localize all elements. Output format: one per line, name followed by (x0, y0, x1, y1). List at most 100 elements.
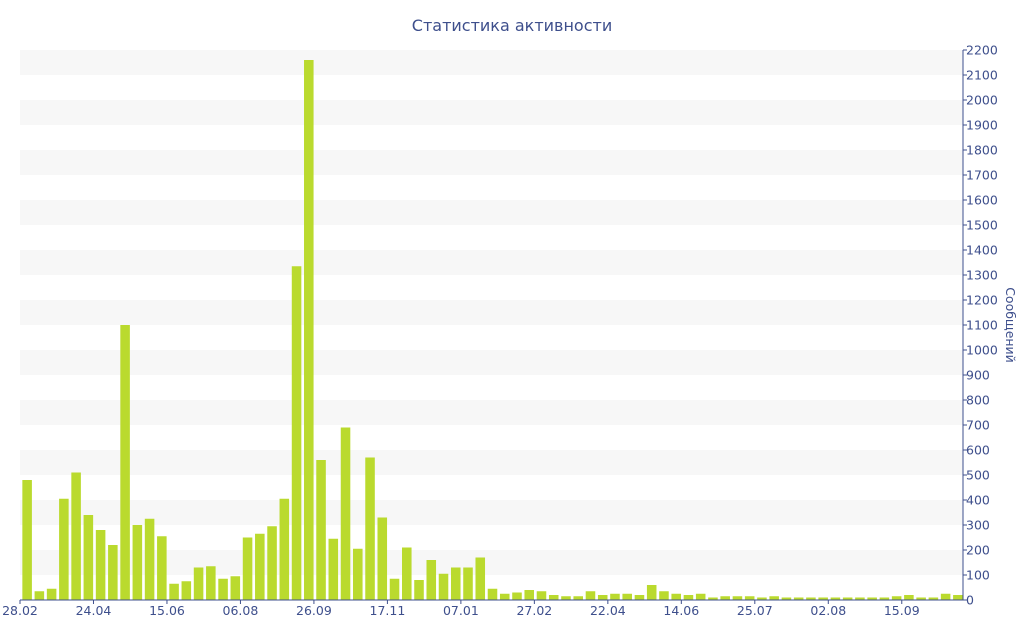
bar[interactable] (830, 597, 841, 601)
bar[interactable] (169, 583, 179, 600)
bar[interactable] (328, 538, 339, 600)
bar[interactable] (340, 427, 351, 601)
bar[interactable] (634, 595, 645, 600)
bar[interactable] (732, 596, 743, 600)
bars (22, 60, 963, 601)
bar[interactable] (71, 472, 81, 601)
bar[interactable] (646, 585, 657, 600)
bar[interactable] (548, 595, 559, 600)
bar[interactable] (291, 266, 302, 600)
bar[interactable] (22, 480, 32, 600)
x-tick-label: 06.08 (223, 603, 259, 618)
bar[interactable] (46, 588, 57, 600)
bar[interactable] (855, 597, 865, 601)
bar[interactable] (365, 457, 375, 601)
bar[interactable] (916, 597, 926, 601)
bar[interactable] (597, 595, 608, 600)
bar[interactable] (463, 567, 473, 601)
bar[interactable] (316, 460, 326, 600)
y-tick-label: 0 (966, 593, 974, 608)
bar[interactable] (561, 596, 571, 600)
bar[interactable] (304, 60, 314, 600)
bar[interactable] (659, 591, 669, 600)
bar[interactable] (353, 548, 363, 600)
bar[interactable] (414, 580, 424, 600)
grid-band (20, 400, 963, 425)
bar[interactable] (475, 557, 486, 601)
bar[interactable] (120, 325, 130, 600)
bar[interactable] (708, 597, 718, 601)
bar[interactable] (536, 591, 547, 600)
bar[interactable] (426, 560, 437, 600)
y-tick-label: 2000 (966, 93, 998, 108)
bar[interactable] (132, 525, 143, 600)
x-tick-label: 22.04 (590, 603, 626, 618)
x-tick-label: 17.11 (370, 603, 406, 618)
bar[interactable] (402, 547, 412, 601)
bar[interactable] (499, 593, 510, 600)
bar[interactable] (59, 498, 69, 600)
bar[interactable] (377, 517, 388, 601)
y-tick-label: 700 (966, 418, 990, 433)
bar[interactable] (267, 526, 277, 600)
bar[interactable] (279, 498, 290, 600)
bar[interactable] (144, 518, 155, 600)
bar[interactable] (83, 515, 94, 600)
bar[interactable] (842, 597, 853, 601)
grid-band (20, 300, 963, 325)
bar[interactable] (242, 537, 253, 601)
bar[interactable] (255, 533, 265, 600)
bar[interactable] (928, 597, 939, 601)
bar[interactable] (108, 545, 118, 600)
bar[interactable] (769, 596, 779, 600)
bar[interactable] (793, 597, 804, 601)
grid-band (20, 450, 963, 475)
y-tick-label: 600 (966, 443, 990, 458)
bar[interactable] (389, 578, 400, 600)
x-tick-label: 24.04 (76, 603, 112, 618)
bar[interactable] (524, 590, 535, 600)
bar[interactable] (230, 576, 241, 600)
chart-title: Статистика активности (412, 16, 612, 35)
bar[interactable] (512, 592, 522, 601)
y-tick-label: 400 (966, 493, 990, 508)
bar[interactable] (671, 593, 681, 600)
bar[interactable] (891, 596, 902, 600)
bar[interactable] (95, 530, 106, 600)
bar[interactable] (193, 567, 204, 601)
y-tick-label: 1000 (966, 343, 998, 358)
bar[interactable] (879, 597, 890, 601)
bar[interactable] (953, 595, 963, 600)
bar[interactable] (218, 578, 228, 600)
y-tick-label: 2200 (966, 43, 998, 58)
bar[interactable] (781, 597, 792, 601)
bar[interactable] (585, 591, 596, 600)
x-tick-label: 15.09 (884, 603, 920, 618)
bar[interactable] (757, 597, 767, 601)
bar[interactable] (683, 595, 694, 600)
bar[interactable] (720, 596, 730, 600)
bar[interactable] (818, 597, 828, 601)
bar[interactable] (450, 567, 461, 601)
y-tick-label: 100 (966, 568, 990, 583)
bar[interactable] (867, 597, 877, 601)
bar[interactable] (487, 588, 498, 600)
bar[interactable] (610, 593, 620, 600)
bar[interactable] (573, 596, 583, 600)
bar[interactable] (744, 596, 755, 600)
bar[interactable] (806, 597, 816, 601)
y-tick-label: 800 (966, 393, 990, 408)
y-tick-label: 200 (966, 543, 990, 558)
bar[interactable] (904, 595, 914, 600)
bar[interactable] (181, 581, 192, 600)
bar[interactable] (157, 536, 167, 600)
bar[interactable] (34, 591, 45, 600)
bar[interactable] (622, 593, 632, 600)
x-tick-label: 25.07 (737, 603, 773, 618)
bar[interactable] (438, 573, 449, 600)
y-tick-label: 1700 (966, 168, 998, 183)
bar[interactable] (695, 593, 706, 600)
grid-band (20, 100, 963, 125)
bar[interactable] (206, 566, 216, 600)
bar[interactable] (940, 593, 951, 600)
